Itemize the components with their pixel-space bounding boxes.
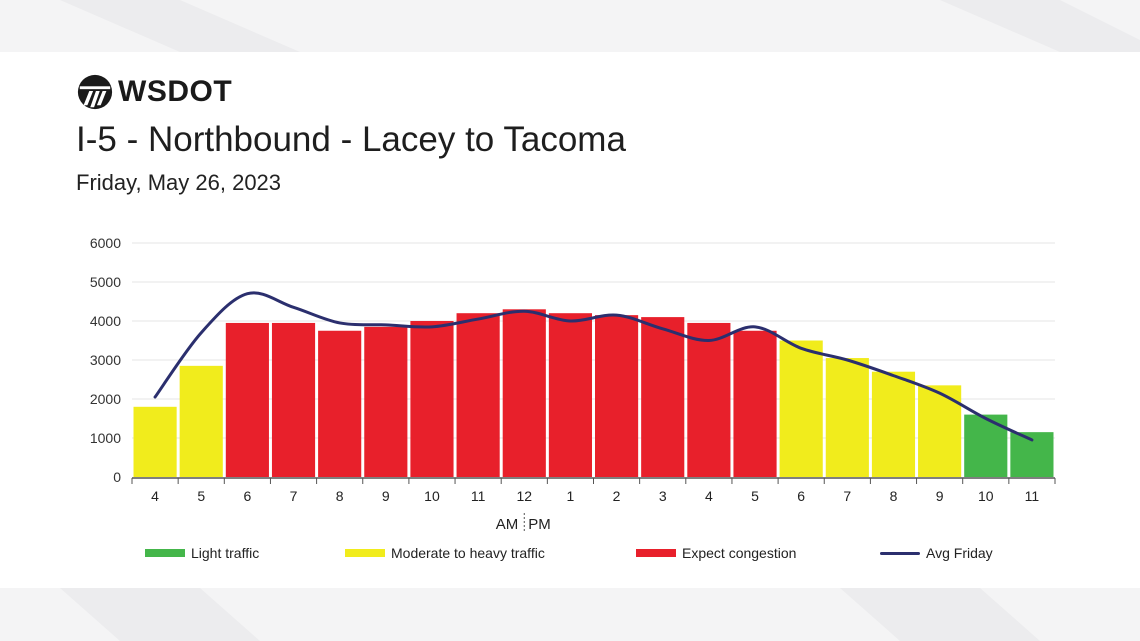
y-tick-label: 0 — [113, 469, 121, 485]
y-tick-label: 1000 — [90, 430, 121, 446]
x-tick-label: 4 — [151, 488, 159, 504]
bar — [641, 317, 685, 477]
x-tick-label: 11 — [471, 488, 486, 504]
legend-swatch-congestion — [636, 549, 676, 557]
bar — [225, 322, 269, 477]
x-tick-label: 10 — [424, 488, 440, 504]
bar — [687, 322, 731, 477]
bar — [179, 365, 223, 477]
wsdot-logo-icon — [77, 74, 113, 110]
legend-swatch-moderate — [345, 549, 385, 557]
x-tick-label: 6 — [243, 488, 251, 504]
chart-legend: Light traffic Moderate to heavy traffic … — [0, 545, 1140, 567]
bar — [871, 371, 916, 477]
legend-label-congestion: Expect congestion — [682, 545, 797, 561]
bar — [964, 414, 1008, 477]
bar — [502, 309, 546, 477]
y-tick-label: 6000 — [90, 235, 121, 251]
avg-friday-line — [153, 291, 1034, 442]
x-tick-label: 11 — [1025, 488, 1040, 504]
x-tick-label: 5 — [751, 488, 759, 504]
y-tick-label: 5000 — [90, 274, 121, 290]
y-tick-label: 3000 — [90, 352, 121, 368]
x-tick-label: 4 — [705, 488, 713, 504]
bar — [410, 321, 454, 477]
x-tick-label: 10 — [978, 488, 994, 504]
x-tick-label: 3 — [659, 488, 667, 504]
y-tick-label: 2000 — [90, 391, 121, 407]
legend-item-light: Light traffic — [145, 545, 259, 561]
x-tick-label: 9 — [382, 488, 390, 504]
x-tick-label: 12 — [516, 488, 532, 504]
legend-label-avg: Avg Friday — [926, 545, 993, 561]
legend-label-light: Light traffic — [191, 545, 260, 561]
bar — [364, 326, 408, 477]
page-date: Friday, May 26, 2023 — [76, 170, 282, 195]
x-tick-label: 9 — [936, 488, 944, 504]
bar — [548, 313, 592, 477]
bar — [733, 330, 777, 477]
x-tick-label: 7 — [290, 488, 298, 504]
x-tick-label: 8 — [336, 488, 344, 504]
x-tick-label: 5 — [197, 488, 205, 504]
x-tick-label: 1 — [567, 488, 575, 504]
bar — [779, 340, 823, 477]
wsdot-logo: WSDOT — [76, 72, 232, 112]
bar — [456, 313, 500, 477]
x-tick-label: 7 — [843, 488, 851, 504]
x-tick-label: 8 — [890, 488, 898, 504]
legend-item-congestion: Expect congestion — [636, 545, 796, 561]
legend-label-moderate: Moderate to heavy traffic — [391, 545, 545, 561]
am-label: AM — [496, 516, 519, 533]
bar — [133, 406, 177, 477]
legend-swatch-light — [145, 549, 185, 557]
legend-item-avg: Avg Friday — [880, 545, 993, 561]
bar — [595, 315, 639, 477]
y-tick-label: 4000 — [90, 313, 121, 329]
bar — [271, 322, 316, 477]
x-tick-label: 2 — [613, 488, 621, 504]
legend-item-moderate: Moderate to heavy traffic — [345, 545, 545, 561]
bar — [825, 358, 869, 477]
page-title: I-5 - Northbound - Lacey to Tacoma — [76, 120, 626, 159]
brand-name: WSDOT — [118, 75, 233, 108]
bar — [318, 330, 362, 477]
x-tick-label: 6 — [797, 488, 805, 504]
pm-label: PM — [528, 516, 551, 533]
legend-swatch-avg — [880, 551, 920, 555]
bar — [918, 385, 962, 477]
